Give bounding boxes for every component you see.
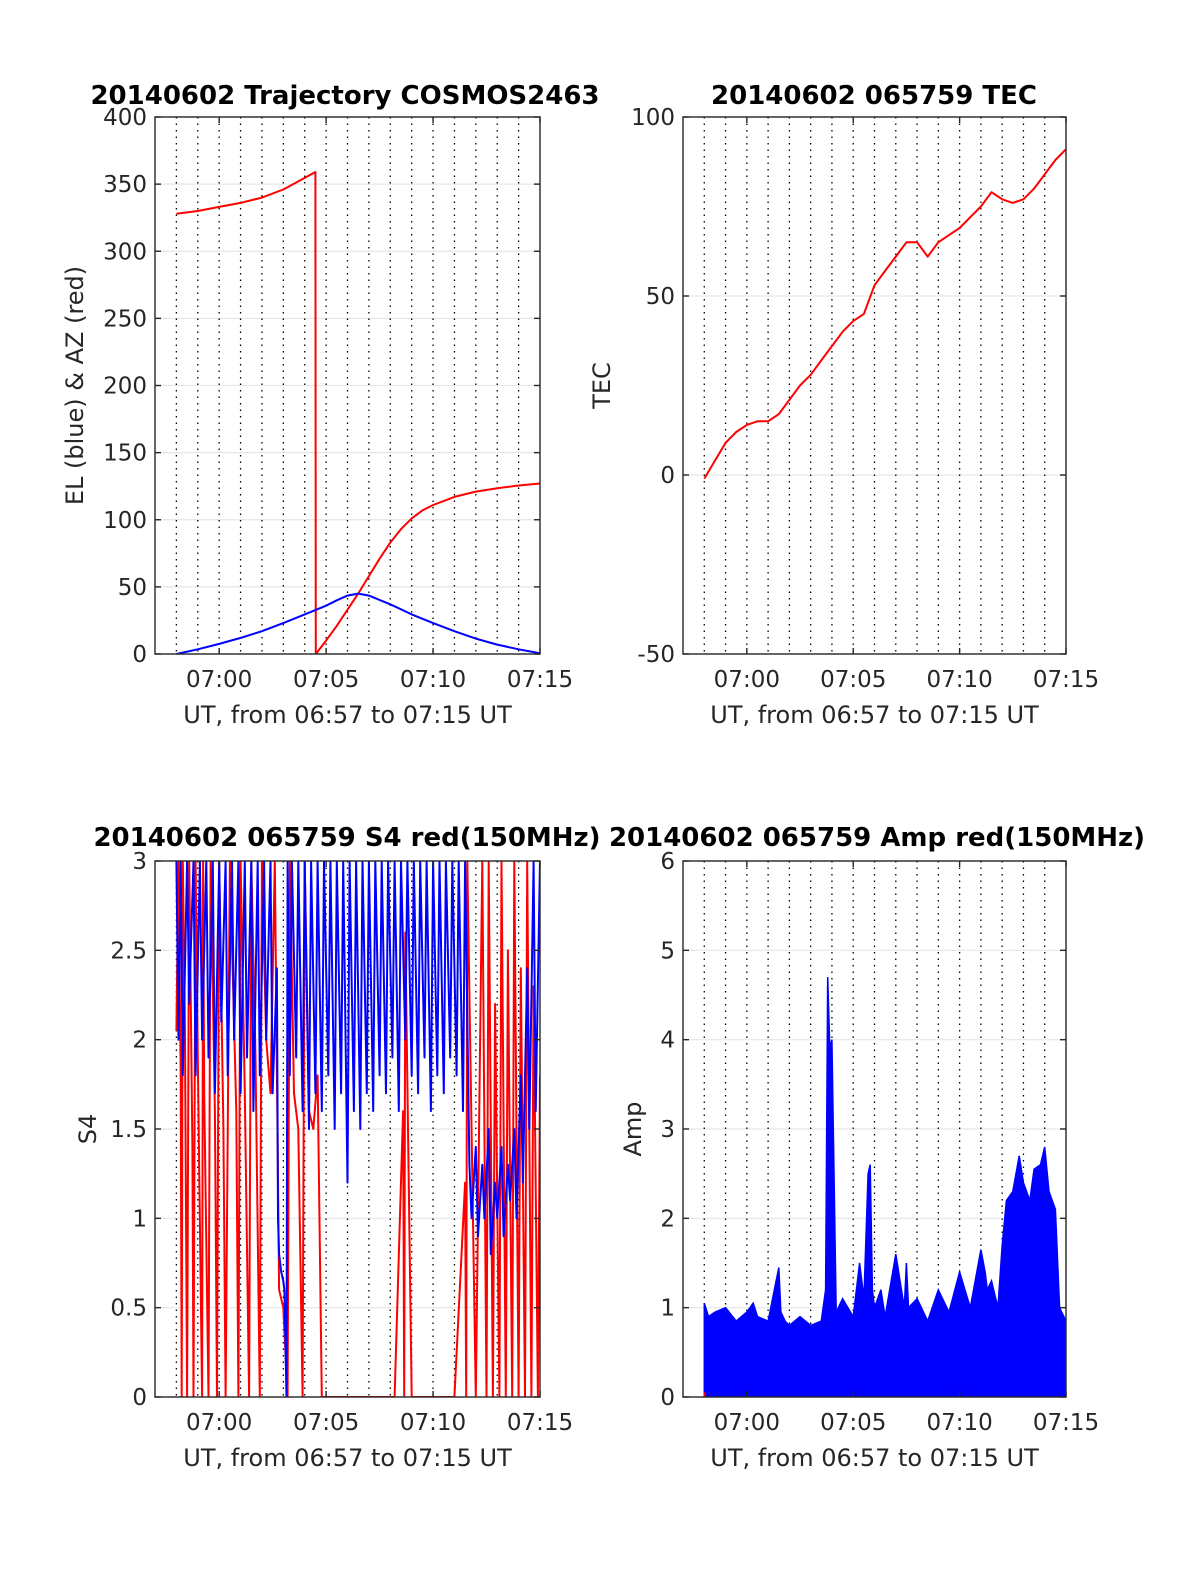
axes-box [682,116,1067,655]
series-line-0 [176,171,540,654]
y-tick-label: 300 [103,239,147,265]
x-tick-label: 07:05 [820,667,886,693]
series-line-1 [176,592,540,654]
y-tick-label: 100 [631,105,675,131]
plot-area [703,977,1066,1397]
x-axis-label: UT, from 06:57 to 07:15 UT [710,701,1039,729]
plot-area [703,148,1066,480]
y-tick-label: 250 [103,306,147,332]
x-axis-label: UT, from 06:57 to 07:15 UT [183,1444,512,1472]
x-tick-label: 07:05 [293,667,359,693]
x-tick-label: 07:05 [820,1410,886,1436]
y-tick-label: 0 [660,463,675,489]
x-axis-label: UT, from 06:57 to 07:15 UT [710,1444,1039,1472]
y-tick-label: 3 [660,1117,675,1143]
chart-tec: -50 0 50 100 07:00 07:05 07:10 07:15 UT, from 06… [588,81,1099,729]
chart-amp: 0 1 2 3 4 5 6 07:00 07:05 07:10 07:15 UT, from 06:5… [609,823,1145,1472]
y-axis-label: S4 [74,1114,102,1145]
x-tick-label: 07:10 [400,1410,466,1436]
y-tick-label: 0.5 [110,1296,147,1322]
y-tick-label: 0 [132,1385,147,1411]
y-tick-label: 100 [103,508,147,534]
chart-title: 20140602 065759 TEC [711,81,1037,111]
y-axis-label: Amp [619,1101,647,1156]
x-tick-label: 07:10 [926,667,992,693]
y-tick-label: 200 [103,374,147,400]
chart-traj: 0 50 100 150 200 250 300 350 400 07:00 07:05 07:10 0… [61,81,600,729]
y-tick-label: 400 [103,105,147,131]
plot-area [176,171,540,654]
x-tick-label: 07:15 [507,1410,573,1436]
chart-title: 20140602 065759 S4 red(150MHz) [93,823,600,853]
y-tick-label: 2 [132,1028,147,1054]
x-tick-label: 07:00 [186,667,252,693]
amp-envelope [703,977,1066,1397]
x-tick-label: 07:10 [400,667,466,693]
y-tick-label: 2 [660,1206,675,1232]
y-tick-label: 6 [660,849,675,875]
y-axis-label: EL (blue) & AZ (red) [61,266,89,505]
y-tick-label: 50 [646,284,675,310]
x-tick-label: 07:15 [1033,1410,1099,1436]
y-tick-label: 4 [660,1028,675,1054]
y-tick-label: 1 [132,1206,147,1232]
y-tick-label: 3 [132,849,147,875]
y-tick-label: -50 [637,642,675,668]
y-tick-label: 0 [660,1385,675,1411]
y-tick-label: 5 [660,938,675,964]
y-tick-label: 350 [103,172,147,198]
chart-s4: 0 0.5 1 1.5 2 2.5 3 07:00 07:05 07:10 07:15 UT, fro… [74,823,601,1472]
y-tick-label: 50 [118,575,147,601]
x-tick-label: 07:00 [186,1410,252,1436]
x-tick-label: 07:15 [1033,667,1099,693]
y-tick-label: 2.5 [110,938,147,964]
series-line-1 [175,861,540,1397]
series-line-0 [703,148,1066,480]
x-axis-label: UT, from 06:57 to 07:15 UT [183,701,512,729]
x-tick-label: 07:00 [714,1410,780,1436]
y-tick-label: 1 [660,1296,675,1322]
x-tick-label: 07:10 [926,1410,992,1436]
x-tick-label: 07:05 [293,1410,359,1436]
chart-title: 20140602 065759 Amp red(150MHz) [609,823,1145,853]
y-tick-label: 1.5 [110,1117,147,1143]
y-axis-label: TEC [588,362,616,410]
x-tick-label: 07:15 [507,667,573,693]
chart-title: 20140602 Trajectory COSMOS2463 [90,81,599,111]
x-tick-label: 07:00 [714,667,780,693]
y-tick-label: 150 [103,441,147,467]
plot-area [175,861,540,1397]
y-tick-label: 0 [132,642,147,668]
